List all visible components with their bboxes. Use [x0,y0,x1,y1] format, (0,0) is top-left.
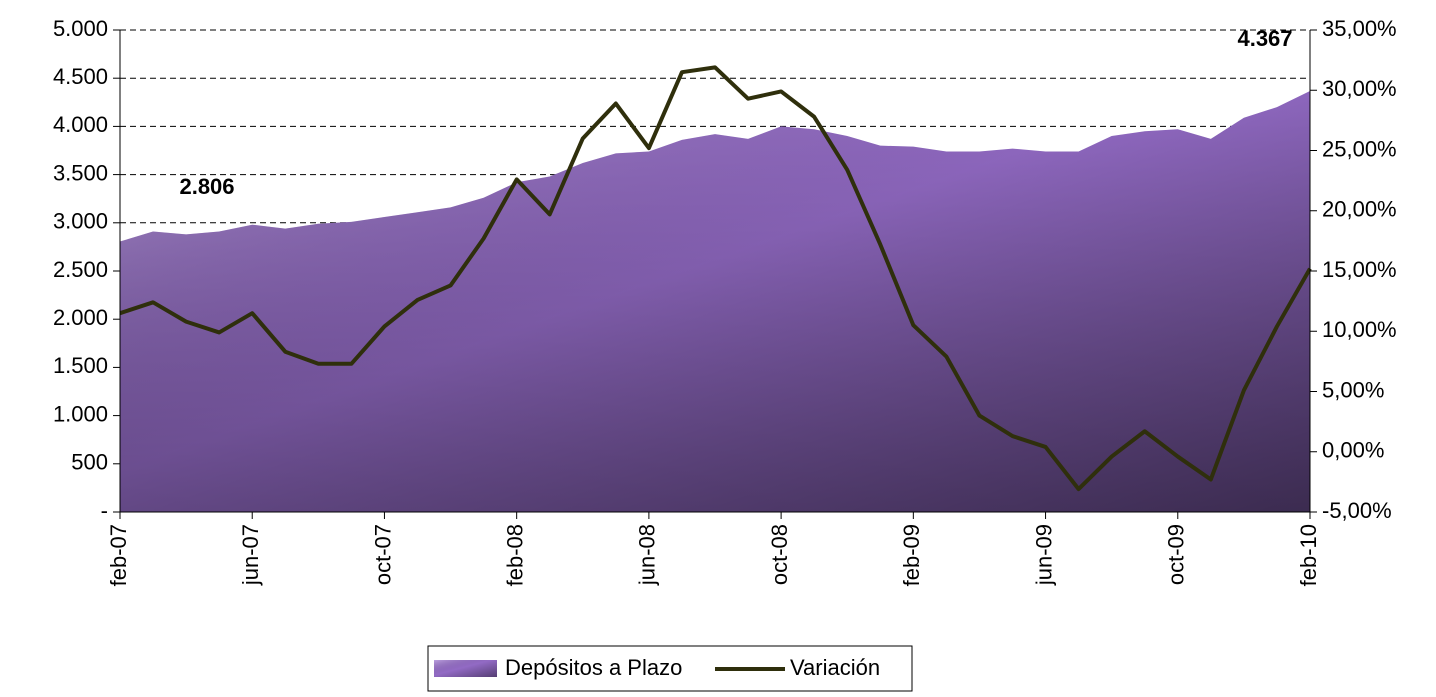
area-shade [120,91,1310,512]
legend-swatch-shade [434,660,497,677]
legend-label: Variación [790,655,880,680]
x-tick-label: feb-07 [106,524,131,586]
legend-box [427,645,913,692]
y2-tick-label: 10,00% [1322,317,1397,342]
area-group [120,91,1310,512]
y2-tick-label: 5,00% [1322,377,1384,402]
x-tick-label: jun-07 [238,524,263,586]
y-tick-label: 3.000 [53,209,108,234]
x-tick-label: feb-09 [899,524,924,586]
y-tick-label: 2.000 [53,305,108,330]
y-tick-label: 4.500 [53,64,108,89]
y-tick-label: 5.000 [53,16,108,41]
x-tick-label: jun-09 [1031,524,1056,586]
x-tick-label: feb-10 [1296,524,1321,586]
y-tick-label: - [101,498,108,523]
y-tick-label: 500 [71,450,108,475]
x-tick-label: oct-07 [370,524,395,585]
y-tick-label: 2.500 [53,257,108,282]
y2-tick-label: 35,00% [1322,16,1397,41]
y2-tick-label: 15,00% [1322,257,1397,282]
x-tick-label: oct-08 [767,524,792,585]
y2-tick-label: 25,00% [1322,136,1397,161]
value-label: 2.806 [179,174,234,199]
x-tick-label: feb-08 [502,524,527,586]
x-tick-label: oct-09 [1164,524,1189,585]
legend-label: Depósitos a Plazo [505,655,682,680]
y2-tick-label: -5,00% [1322,498,1392,523]
y-tick-label: 4.000 [53,112,108,137]
line [119,65,1312,492]
y-tick-label: 3.500 [53,160,108,185]
y2-tick-label: 30,00% [1322,76,1397,101]
y-tick-label: 1.500 [53,353,108,378]
y-tick-label: 1.000 [53,401,108,426]
value-label: 4.367 [1237,26,1292,51]
legend: Depósitos a Plazo Variación [427,645,913,692]
y2-tick-label: 0,00% [1322,438,1384,463]
x-tick-label: jun-08 [635,524,660,586]
y2-tick-label: 20,00% [1322,197,1397,222]
